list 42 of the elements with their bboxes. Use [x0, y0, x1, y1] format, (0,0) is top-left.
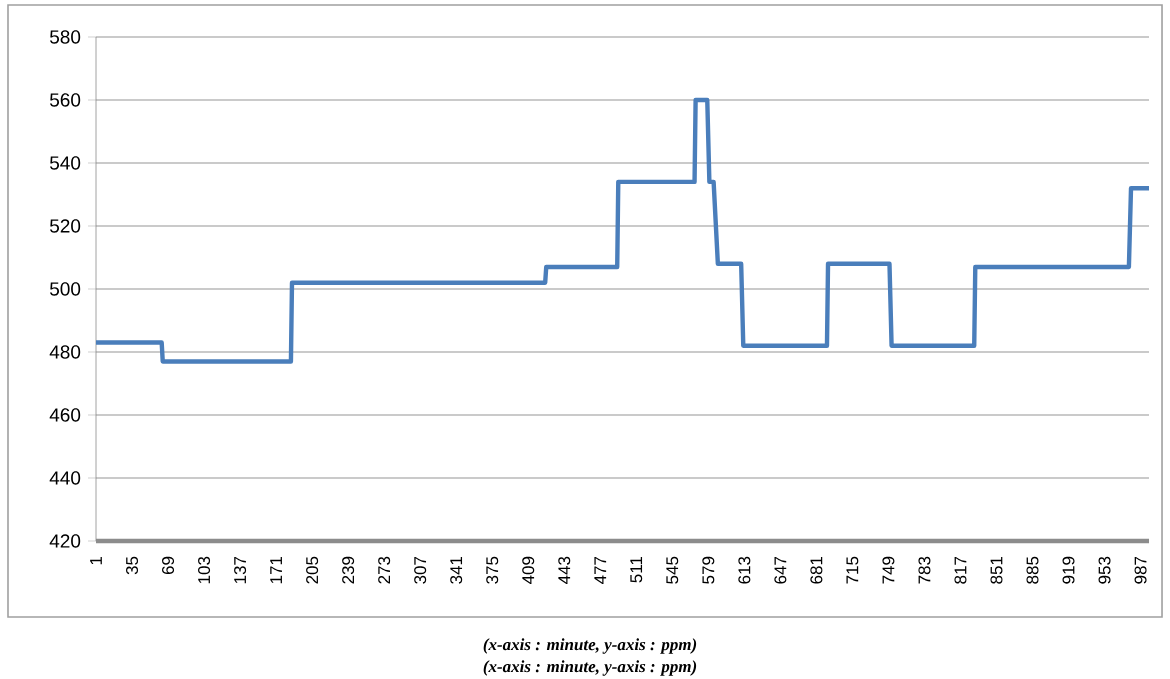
y-tick-label: 480: [49, 345, 81, 359]
x-tick-label: 69: [162, 556, 175, 575]
x-tick-label: 681: [810, 556, 823, 584]
y-tick-label: 440: [49, 471, 81, 485]
text: (x-axis : minute, y-axis : ppm): [483, 660, 697, 676]
x-tick-label: 273: [378, 556, 391, 584]
x-tick-label: 953: [1098, 556, 1111, 584]
x-tick-label: 851: [990, 556, 1003, 584]
x-tick-label: 307: [414, 556, 427, 584]
x-tick-label: 545: [666, 556, 679, 584]
x-tick-label: 511: [630, 556, 643, 583]
y-tick-label: 540: [49, 156, 81, 170]
y-tick-label: 560: [49, 93, 81, 107]
y-tick-label: 500: [49, 282, 81, 296]
x-tick-label: 341: [450, 556, 463, 584]
x-tick-label: 783: [918, 556, 931, 584]
x-tick-label: 885: [1026, 556, 1039, 584]
x-tick-label: 375: [486, 556, 499, 584]
x-tick-label: 919: [1062, 556, 1075, 584]
x-tick-label: 1: [90, 556, 102, 565]
x-tick-label: 137: [234, 556, 247, 584]
y-tick-label: 520: [49, 219, 81, 233]
x-tick-label: 613: [738, 556, 751, 584]
y-tick-label: 420: [49, 534, 81, 548]
y-tick-label: 460: [49, 408, 81, 422]
x-tick-label: 171: [270, 556, 282, 584]
x-tick-label: 477: [594, 556, 607, 585]
x-tick-label: 987: [1134, 556, 1147, 584]
x-tick-label: 409: [522, 556, 535, 585]
x-tick-label: 103: [198, 556, 211, 584]
x-tick-label: 239: [342, 556, 355, 584]
x-tick-label: 749: [882, 556, 895, 584]
x-tick-label: 647: [774, 556, 787, 584]
x-tick-label: 443: [558, 556, 571, 585]
x-tick-label: 715: [846, 556, 859, 584]
y-tick-label: 580: [49, 30, 81, 44]
text: (x-axis : minute, y-axis : ppm): [483, 638, 697, 654]
line-series: [93, 97, 1152, 364]
x-tick-label: 817: [954, 556, 967, 584]
x-tick-label: 205: [306, 556, 319, 584]
x-tick-label: 579: [702, 556, 715, 584]
x-tick-label: 35: [126, 556, 139, 575]
